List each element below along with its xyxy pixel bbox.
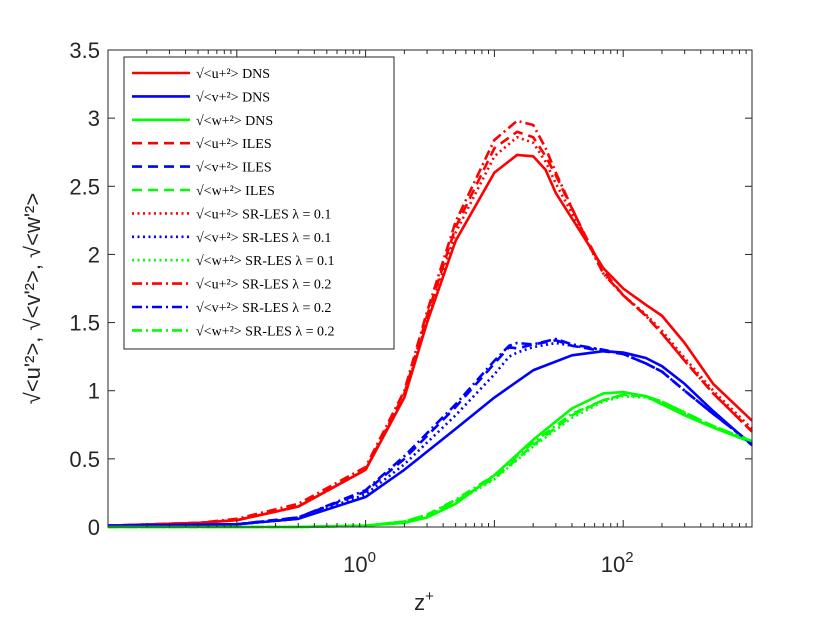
legend-box: [123, 56, 395, 350]
y-tick-label: 2.5: [69, 174, 100, 199]
legend-entry-label: √<v+²> SR-LES λ = 0.2: [196, 301, 331, 316]
y-tick-label: 2: [88, 242, 100, 267]
legend-entry-label: √<w+²> ILES: [196, 184, 275, 199]
legend-entry-label: √<v+²> DNS: [196, 90, 270, 105]
series-layer: [107, 119, 753, 529]
y-tick-label: 1.5: [69, 311, 100, 336]
y-tick-label: 0: [88, 515, 100, 540]
series-line-6: [108, 393, 753, 529]
x-tick-label: 100: [343, 549, 376, 577]
y-tick-label: 3: [88, 106, 100, 131]
y-tick-label: 3.5: [69, 38, 100, 63]
series-line-7: [107, 135, 753, 527]
legend-entry-label: √<u+²> SR-LES λ = 0.1: [196, 207, 331, 222]
legend-entry-label: √<v+²> SR-LES λ = 0.1: [196, 231, 331, 246]
legend-entry-label: √<w+²> DNS: [196, 114, 273, 129]
axes-layer: [107, 49, 753, 528]
legend-entry-label: √<v+²> ILES: [196, 161, 272, 176]
legend-entry-label: √<u+²> DNS: [196, 67, 270, 82]
axes-box: [107, 49, 753, 528]
x-axis-label: z+: [414, 588, 434, 615]
y-axis-label: √<u'²>, √<v'²>, √<w'²>: [20, 193, 45, 404]
y-tick-label: 0.5: [69, 447, 100, 472]
legend-entry-label: √<u+²> ILES: [196, 137, 272, 152]
legend-entry-label: √<w+²> SR-LES λ = 0.1: [196, 254, 335, 269]
legend: √<u+²> DNS √<v+²> DNS √<w+²> DNS √<u+²> ILE…: [123, 56, 395, 350]
series-line-4: [107, 130, 753, 527]
series-line-10: [107, 119, 753, 527]
legend-entry-label: √<u+²> SR-LES λ = 0.2: [196, 278, 331, 293]
x-tick-label: 102: [601, 549, 634, 577]
legend-entry-label: √<w+²> SR-LES λ = 0.2: [196, 324, 335, 339]
series-line-12: [108, 393, 753, 529]
series-line-11: [107, 337, 753, 527]
y-tick-label: 1: [88, 379, 100, 404]
